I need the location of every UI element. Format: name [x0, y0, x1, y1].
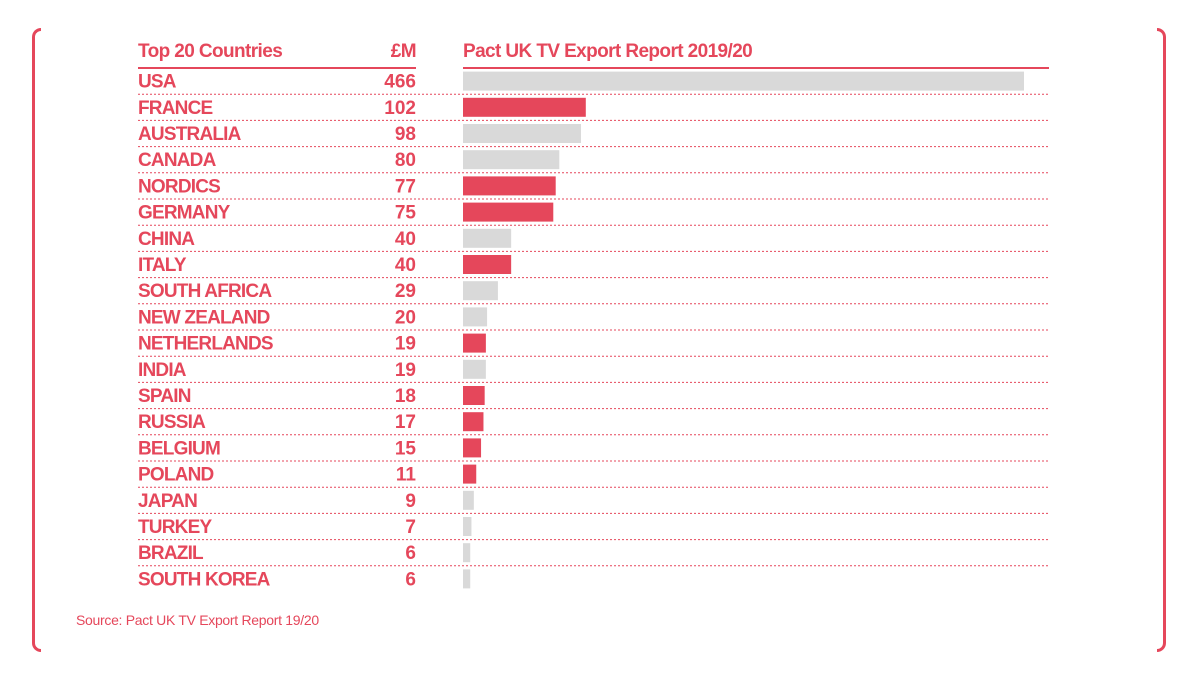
- country-label: BRAZIL: [138, 543, 204, 564]
- value-label: 29: [395, 281, 416, 302]
- value-label: 15: [395, 438, 417, 459]
- country-label: CANADA: [138, 150, 217, 171]
- value-label: 11: [396, 465, 417, 486]
- bar: [463, 438, 482, 458]
- bar: [463, 359, 486, 379]
- bar: [463, 464, 477, 484]
- country-label: INDIA: [138, 360, 187, 381]
- country-label: GERMANY: [138, 203, 231, 224]
- value-label: 80: [395, 150, 416, 171]
- bar: [463, 176, 556, 196]
- country-label: AUSTRALIA: [138, 124, 242, 145]
- bar: [463, 543, 471, 563]
- value-label: 75: [395, 203, 417, 224]
- chart-title: Pact UK TV Export Report 2019/20: [463, 41, 753, 62]
- country-label: SOUTH KOREA: [138, 569, 271, 590]
- country-label: ITALY: [138, 255, 187, 276]
- bar: [463, 150, 560, 170]
- countries-column-header: Top 20 Countries: [138, 41, 283, 62]
- country-label: NEW ZEALAND: [138, 307, 270, 328]
- value-label: 102: [384, 98, 416, 119]
- bar: [463, 97, 586, 117]
- value-label: 9: [405, 491, 416, 512]
- country-label: SOUTH AFRICA: [138, 281, 272, 302]
- country-label: FRANCE: [138, 98, 212, 119]
- value-label: 19: [395, 334, 416, 355]
- header-underline-right: [463, 67, 1049, 69]
- left-bracket-decoration: [32, 28, 41, 652]
- header-underline-left: [138, 67, 416, 69]
- bar: [463, 202, 554, 222]
- bar: [463, 307, 488, 327]
- bar: [463, 569, 471, 589]
- country-label: BELGIUM: [138, 438, 220, 459]
- bar: [463, 228, 512, 248]
- source-note: Source: Pact UK TV Export Report 19/20: [76, 612, 319, 628]
- value-label: 98: [395, 124, 416, 145]
- value-label: 19: [395, 360, 416, 381]
- bar: [463, 124, 581, 143]
- value-label: 40: [395, 229, 416, 250]
- bar: [463, 412, 484, 432]
- bar: [463, 517, 472, 536]
- value-label: 17: [395, 412, 416, 433]
- value-label: 7: [405, 517, 416, 538]
- value-label: 6: [405, 543, 416, 564]
- value-label: 77: [395, 176, 416, 197]
- country-label: POLAND: [138, 465, 214, 486]
- country-label: JAPAN: [138, 491, 197, 512]
- bar: [463, 490, 474, 510]
- bar: [463, 71, 1024, 91]
- country-label: SPAIN: [138, 386, 191, 407]
- value-label: 18: [395, 386, 416, 407]
- country-label: RUSSIA: [138, 412, 206, 433]
- country-label: NETHERLANDS: [138, 334, 273, 355]
- country-label: USA: [138, 72, 177, 93]
- right-bracket-decoration: [1157, 28, 1166, 652]
- bar: [463, 281, 498, 301]
- value-label: 466: [384, 72, 416, 93]
- bar: [463, 255, 512, 274]
- value-label: 20: [395, 307, 416, 328]
- country-label: CHINA: [138, 229, 195, 250]
- country-label: TURKEY: [138, 517, 212, 538]
- country-label: NORDICS: [138, 176, 220, 197]
- bar: [463, 333, 486, 353]
- value-label: 40: [395, 255, 416, 276]
- value-label: 6: [405, 569, 416, 590]
- bar: [463, 386, 485, 405]
- value-column-header: £M: [390, 41, 417, 62]
